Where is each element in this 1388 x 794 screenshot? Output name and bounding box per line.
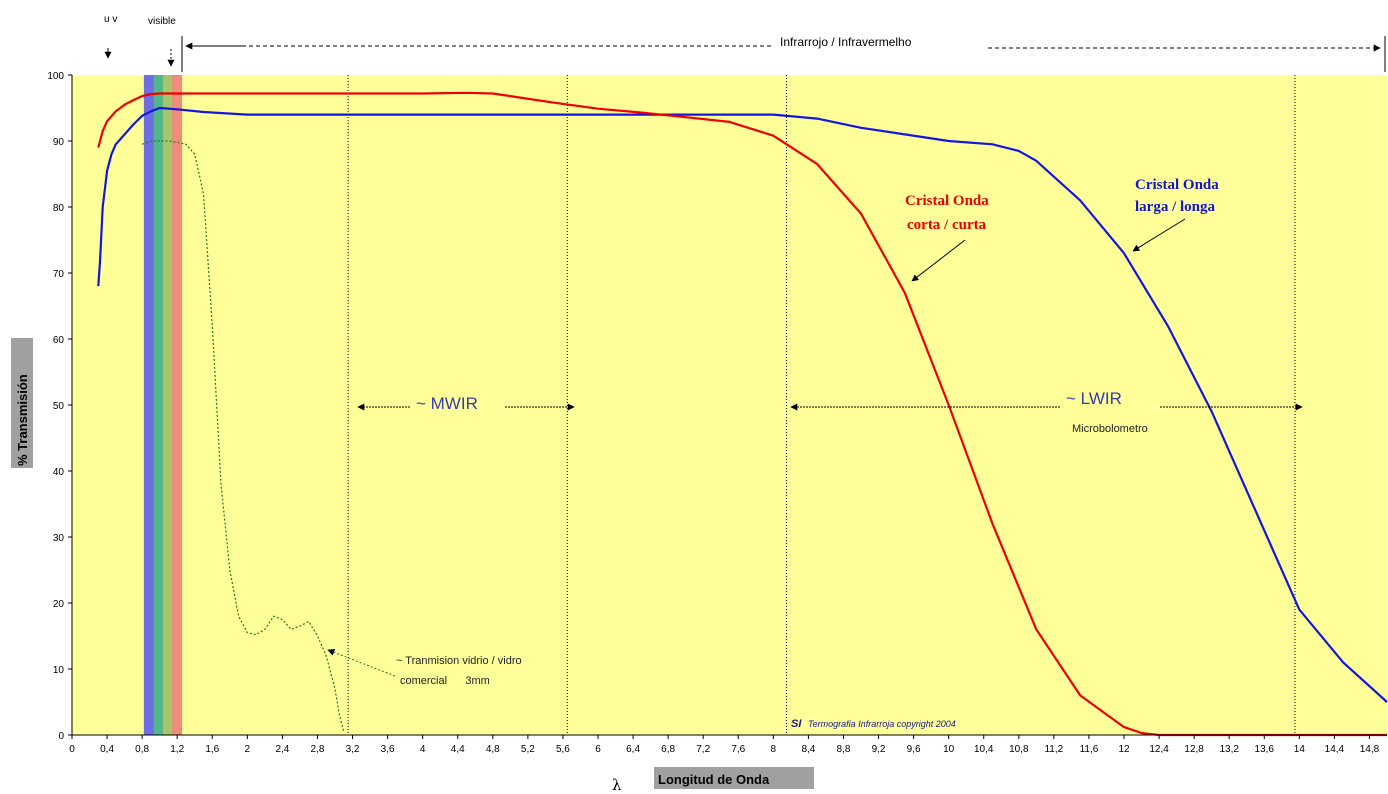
x-tick-label: 4,8	[486, 744, 500, 755]
y-tick-label: 50	[53, 401, 65, 412]
x-tick-label: 8	[771, 744, 777, 755]
x-tick-label: 0,8	[135, 744, 149, 755]
y-tick-label: 90	[53, 137, 65, 148]
x-tick-label: 10	[943, 744, 955, 755]
copyright-prefix: SI	[791, 718, 802, 730]
x-tick-label: 4,4	[451, 744, 465, 755]
mwir-annotation: ~ MWIR	[357, 394, 575, 413]
x-tick-label: 13,2	[1219, 744, 1239, 755]
x-tick-label: 9,2	[872, 744, 886, 755]
x-tick-label: 1,6	[205, 744, 219, 755]
x-tick-label: 0,4	[100, 744, 114, 755]
visible-band-stripe	[172, 75, 183, 735]
short-wave-curve	[97, 91, 1387, 737]
long-wave-label-line1: Cristal Onda	[1135, 177, 1219, 193]
x-axis-symbol: λ	[612, 776, 622, 794]
short-wave-label-line1: Cristal Onda	[905, 193, 989, 209]
long-wave-arrow	[1132, 218, 1186, 252]
x-axis-title: Longitud de Onda	[658, 772, 770, 787]
visible-band-stripe	[153, 75, 164, 735]
visible-band-stripe	[162, 75, 173, 735]
mwir-label: ~ MWIR	[416, 394, 478, 413]
x-tick-label: 4	[420, 744, 426, 755]
x-tick-label: 8,4	[801, 744, 815, 755]
y-axis-title-bg	[11, 338, 33, 468]
x-tick-label: 10,4	[974, 744, 994, 755]
x-tick-label: 12,8	[1184, 744, 1204, 755]
x-ticks: 0 0,4 0,8 1,2 1,6 2 2,4 2,8 3,2 3,6 4 4,4 4,8 5,2 5,6 6…	[69, 735, 1380, 755]
x-tick-label: 0	[69, 744, 75, 755]
x-tick-label: 6,4	[626, 744, 640, 755]
x-tick-label: 7,2	[696, 744, 710, 755]
plot-area	[72, 75, 1387, 735]
x-tick-label: 13,6	[1255, 744, 1275, 755]
microbolometer-label: Microbolometro	[1072, 423, 1148, 435]
x-tick-label: 2	[245, 744, 251, 755]
spectral-region-header: u v visible Infrarrojo / Infravermelho	[104, 14, 1386, 72]
y-axis-title: % Transmisión	[15, 374, 30, 466]
copyright-text: Termografia Infrarroja copyright 2004	[808, 719, 956, 729]
y-tick-label: 100	[47, 71, 64, 82]
series-layer	[97, 91, 1388, 737]
x-tick-label: 10,8	[1009, 744, 1029, 755]
lwir-annotation: ~ LWIR Microbolometro	[790, 389, 1303, 435]
glass-label-line2: comercial 3mm	[400, 675, 490, 687]
x-axis-title-bg	[654, 767, 814, 789]
x-tick-label: 8,8	[837, 744, 851, 755]
region-marker-lines	[347, 75, 1296, 735]
y-tick-label: 60	[53, 335, 65, 346]
copyright-note: SI Termografia Infrarroja copyright 2004	[791, 718, 956, 730]
uv-label: u v	[104, 14, 117, 25]
y-tick-label: 80	[53, 203, 65, 214]
x-tick-label: 11,6	[1080, 744, 1099, 755]
x-tick-label: 14,8	[1360, 744, 1380, 755]
x-tick-label: 3,2	[346, 744, 360, 755]
visible-label: visible	[148, 16, 176, 27]
short-wave-arrow	[911, 239, 966, 282]
visible-spectrum-band	[143, 75, 183, 735]
y-tick-label: 20	[53, 599, 65, 610]
x-tick-label: 12	[1118, 744, 1130, 755]
long-wave-callout: Cristal Onda larga / longa	[1132, 177, 1219, 252]
short-wave-label-line2: corta / curta	[907, 217, 987, 233]
y-tick-label: 30	[53, 533, 65, 544]
long-wave-label-line2: larga / longa	[1135, 199, 1216, 215]
y-tick-label: 0	[58, 731, 64, 742]
glass-callout: ~ Tranmision vidrio / vidro comercial 3m…	[327, 649, 522, 687]
x-axis-title-group: λ Longitud de Onda	[612, 767, 814, 794]
x-tick-label: 2,4	[275, 744, 289, 755]
short-wave-callout: Cristal Onda corta / curta	[905, 193, 989, 282]
glass-curve	[141, 140, 345, 732]
x-tick-label: 14	[1294, 744, 1306, 755]
x-tick-label: 9,6	[907, 744, 921, 755]
y-axis-title-group: % Transmisión	[11, 338, 33, 468]
y-ticks: 0 10 20 30 40 50 60 70 80 90 100	[47, 71, 72, 742]
y-tick-label: 10	[53, 665, 65, 676]
x-tick-label: 5,2	[521, 744, 535, 755]
y-tick-label: 40	[53, 467, 65, 478]
lwir-label: ~ LWIR	[1066, 389, 1122, 408]
glass-label-line1: ~ Tranmision vidrio / vidro	[396, 655, 522, 667]
y-tick-label: 70	[53, 269, 65, 280]
x-tick-label: 11,2	[1044, 744, 1063, 755]
x-tick-label: 6,8	[661, 744, 675, 755]
x-tick-label: 1,2	[170, 744, 184, 755]
x-tick-label: 2,8	[311, 744, 325, 755]
long-wave-curve	[97, 106, 1388, 703]
x-tick-label: 6	[595, 744, 601, 755]
x-tick-label: 7,6	[731, 744, 745, 755]
x-tick-label: 3,6	[381, 744, 395, 755]
x-tick-label: 5,6	[556, 744, 570, 755]
visible-band-stripe	[143, 75, 154, 735]
x-tick-label: 12,4	[1149, 744, 1169, 755]
infrared-label: Infrarrojo / Infravermelho	[780, 35, 912, 49]
x-tick-label: 14,4	[1325, 744, 1345, 755]
